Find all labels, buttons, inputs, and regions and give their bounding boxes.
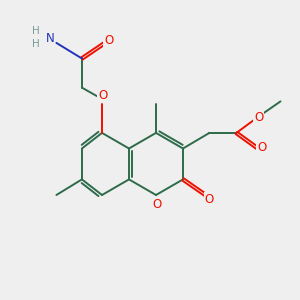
Text: N: N <box>46 32 55 45</box>
Text: O: O <box>257 141 266 154</box>
Text: H: H <box>32 39 40 50</box>
Text: O: O <box>98 88 107 102</box>
Text: O: O <box>152 197 161 211</box>
Text: O: O <box>104 34 113 47</box>
Text: H: H <box>32 26 40 36</box>
Text: O: O <box>205 193 214 206</box>
Text: O: O <box>254 111 263 124</box>
